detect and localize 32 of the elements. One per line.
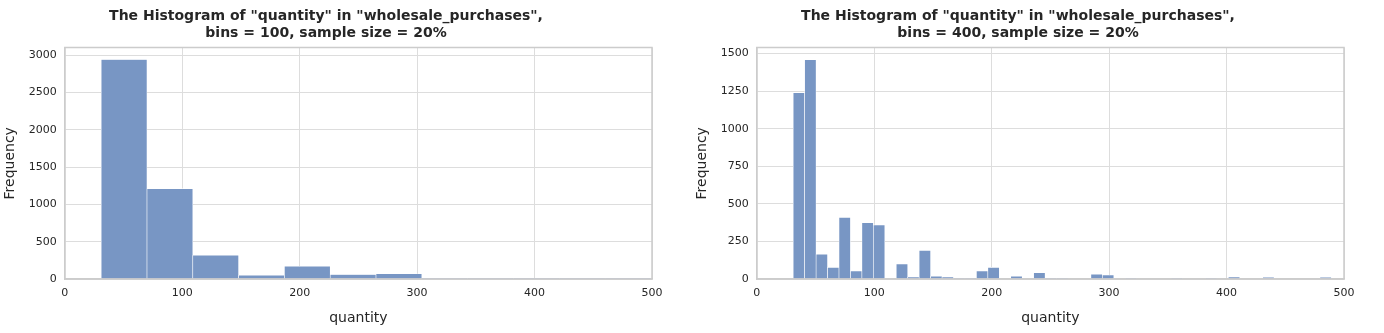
y-tick-label: 1500: [28, 159, 57, 173]
y-tick-label: 750: [727, 159, 749, 173]
x-tick-label: 200: [289, 286, 311, 300]
x-tick-label: 200: [981, 286, 1003, 300]
chart-title: The Histogram of "quantity" in "wholesale_purchases", bins = 100, sample size = 20%: [109, 7, 543, 40]
x-axis-title: quantity: [1021, 309, 1080, 326]
chart-title: The Histogram of "quantity" in "wholesale_purchases", bins = 400, sample size = 20%: [801, 7, 1235, 40]
y-tick-label: 250: [727, 234, 749, 248]
y-tick-label: 1000: [720, 121, 749, 135]
x-tick-label: 100: [171, 286, 193, 300]
y-tick-label: 2500: [28, 85, 57, 99]
x-axis-title: quantity: [329, 309, 388, 326]
x-tick-label: 500: [1333, 286, 1355, 300]
y-tick-label: 1000: [28, 197, 57, 211]
y-axis-title: Frequency: [693, 127, 710, 200]
x-tick-label: 400: [524, 286, 546, 300]
y-tick-label: 0: [741, 271, 749, 285]
x-tick-label: 500: [641, 286, 663, 300]
y-axis-title: Frequency: [1, 127, 18, 200]
x-tick-label: 0: [753, 286, 761, 300]
y-tick-label: 3000: [28, 47, 57, 61]
x-tick-label: 0: [61, 286, 69, 300]
x-tick-label: 300: [406, 286, 428, 300]
y-tick-label: 1250: [720, 84, 749, 98]
y-tick-label: 0: [49, 271, 57, 285]
y-tick-label: 500: [727, 196, 749, 210]
y-tick-label: 1500: [720, 46, 749, 60]
y-tick-label: 500: [35, 234, 57, 248]
x-tick-label: 100: [863, 286, 885, 300]
x-tick-label: 400: [1216, 286, 1238, 300]
x-tick-label: 300: [1098, 286, 1120, 300]
y-tick-label: 2000: [28, 122, 57, 136]
